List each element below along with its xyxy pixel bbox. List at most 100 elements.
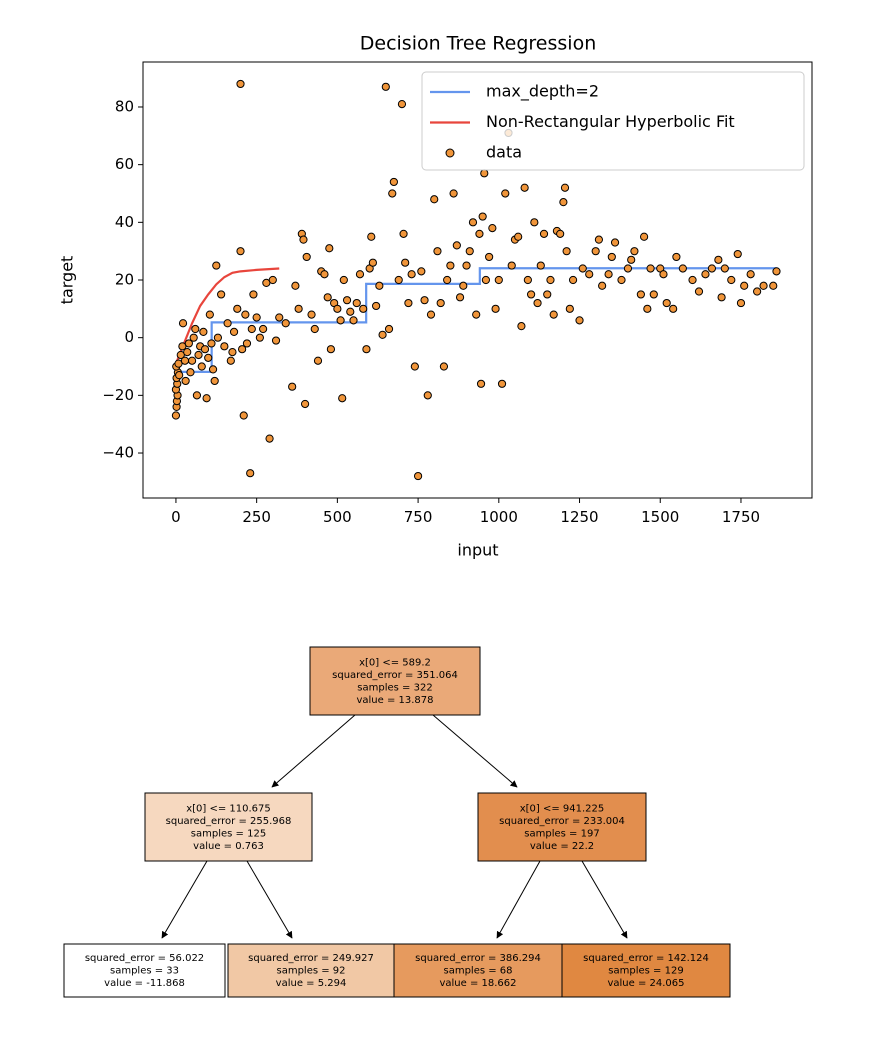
data-point (455, 293, 465, 302)
data-point (281, 319, 290, 328)
node-text: samples = 68 (443, 966, 512, 977)
data-point (607, 252, 616, 262)
data-point (494, 275, 503, 285)
data-point (236, 79, 245, 89)
edge (246, 860, 293, 939)
edge (432, 714, 518, 788)
x-tick-label: 1000 (480, 508, 518, 526)
data-point (439, 362, 449, 371)
data-point (568, 275, 578, 285)
data-point (184, 339, 193, 348)
data-point (560, 183, 570, 192)
node-text: x[0] <= 941.225 (520, 803, 605, 814)
data-point (585, 270, 594, 279)
data-point (449, 189, 458, 198)
data-point (362, 345, 371, 354)
data-point (208, 365, 218, 374)
y-tick-label: 40 (115, 213, 134, 231)
data-point (413, 471, 423, 481)
data-point (302, 252, 311, 262)
data-point (197, 362, 206, 371)
data-point (526, 290, 536, 299)
data-point (288, 382, 297, 391)
data-point (669, 304, 678, 313)
data-point (640, 232, 649, 241)
data-point (733, 249, 742, 259)
data-point (649, 290, 658, 299)
data-point (226, 356, 235, 365)
data-point (367, 232, 376, 241)
data-point (630, 247, 639, 256)
data-point (207, 339, 216, 348)
data-point (180, 356, 190, 365)
data-point (759, 281, 768, 290)
data-point (213, 333, 223, 342)
data-point (336, 316, 345, 325)
node-text: value = 0.763 (193, 841, 264, 852)
data-point (310, 324, 319, 334)
data-point (338, 394, 347, 403)
node-text: x[0] <= 589.2 (359, 657, 431, 668)
data-point (388, 189, 397, 198)
node-text: squared_error = 255.968 (166, 816, 292, 827)
x-tick-label: 1750 (722, 508, 760, 526)
data-point (229, 327, 239, 337)
data-point (530, 218, 539, 227)
data-point (238, 345, 247, 354)
chart-title: Decision Tree Regression (360, 33, 596, 55)
data-point (740, 281, 749, 290)
data-point (265, 434, 274, 443)
data-point (217, 290, 226, 299)
tree-node (477, 792, 647, 862)
tree-node (561, 943, 731, 998)
y-axis-label: target (58, 256, 77, 305)
data-point (491, 304, 500, 313)
data-point (536, 261, 545, 270)
data-point (399, 229, 408, 238)
y-tick-label: 60 (115, 155, 134, 173)
data-point (694, 287, 704, 296)
data-point (199, 327, 208, 337)
data-point (488, 223, 497, 233)
data-point (239, 411, 248, 420)
y-tick-label: 80 (115, 97, 134, 115)
tree-node (227, 943, 395, 998)
data-point (497, 379, 507, 388)
data-point (678, 264, 687, 273)
x-tick-label: 750 (404, 508, 433, 526)
data-point (465, 247, 474, 256)
y-tick-label: 20 (115, 271, 134, 289)
node-text: value = 13.878 (356, 695, 433, 706)
node-text: squared_error = 386.294 (415, 953, 541, 964)
data-point (462, 261, 471, 270)
data-point (662, 298, 671, 308)
data-point (517, 322, 526, 331)
data-point (191, 324, 200, 334)
x-tick-label: 1500 (641, 508, 679, 526)
edge (161, 860, 208, 939)
data-point (468, 218, 478, 227)
data-point (326, 345, 336, 354)
data-point (200, 345, 210, 354)
data-point (212, 261, 221, 270)
data-point (255, 333, 264, 342)
data-point (271, 336, 281, 345)
data-point (753, 287, 762, 296)
data-point (423, 391, 432, 400)
node-text: value = 22.2 (530, 841, 594, 852)
data-point (436, 298, 445, 308)
x-tick-label: 1250 (560, 508, 598, 526)
data-point (533, 298, 542, 308)
data-point (300, 399, 310, 409)
data-point (368, 258, 377, 267)
data-point (378, 330, 387, 339)
data-point (426, 310, 436, 319)
data-point (559, 198, 568, 207)
data-point (549, 310, 558, 319)
data-point (189, 333, 198, 342)
data-point (688, 275, 697, 285)
data-point (349, 316, 358, 325)
data-point (352, 298, 361, 308)
